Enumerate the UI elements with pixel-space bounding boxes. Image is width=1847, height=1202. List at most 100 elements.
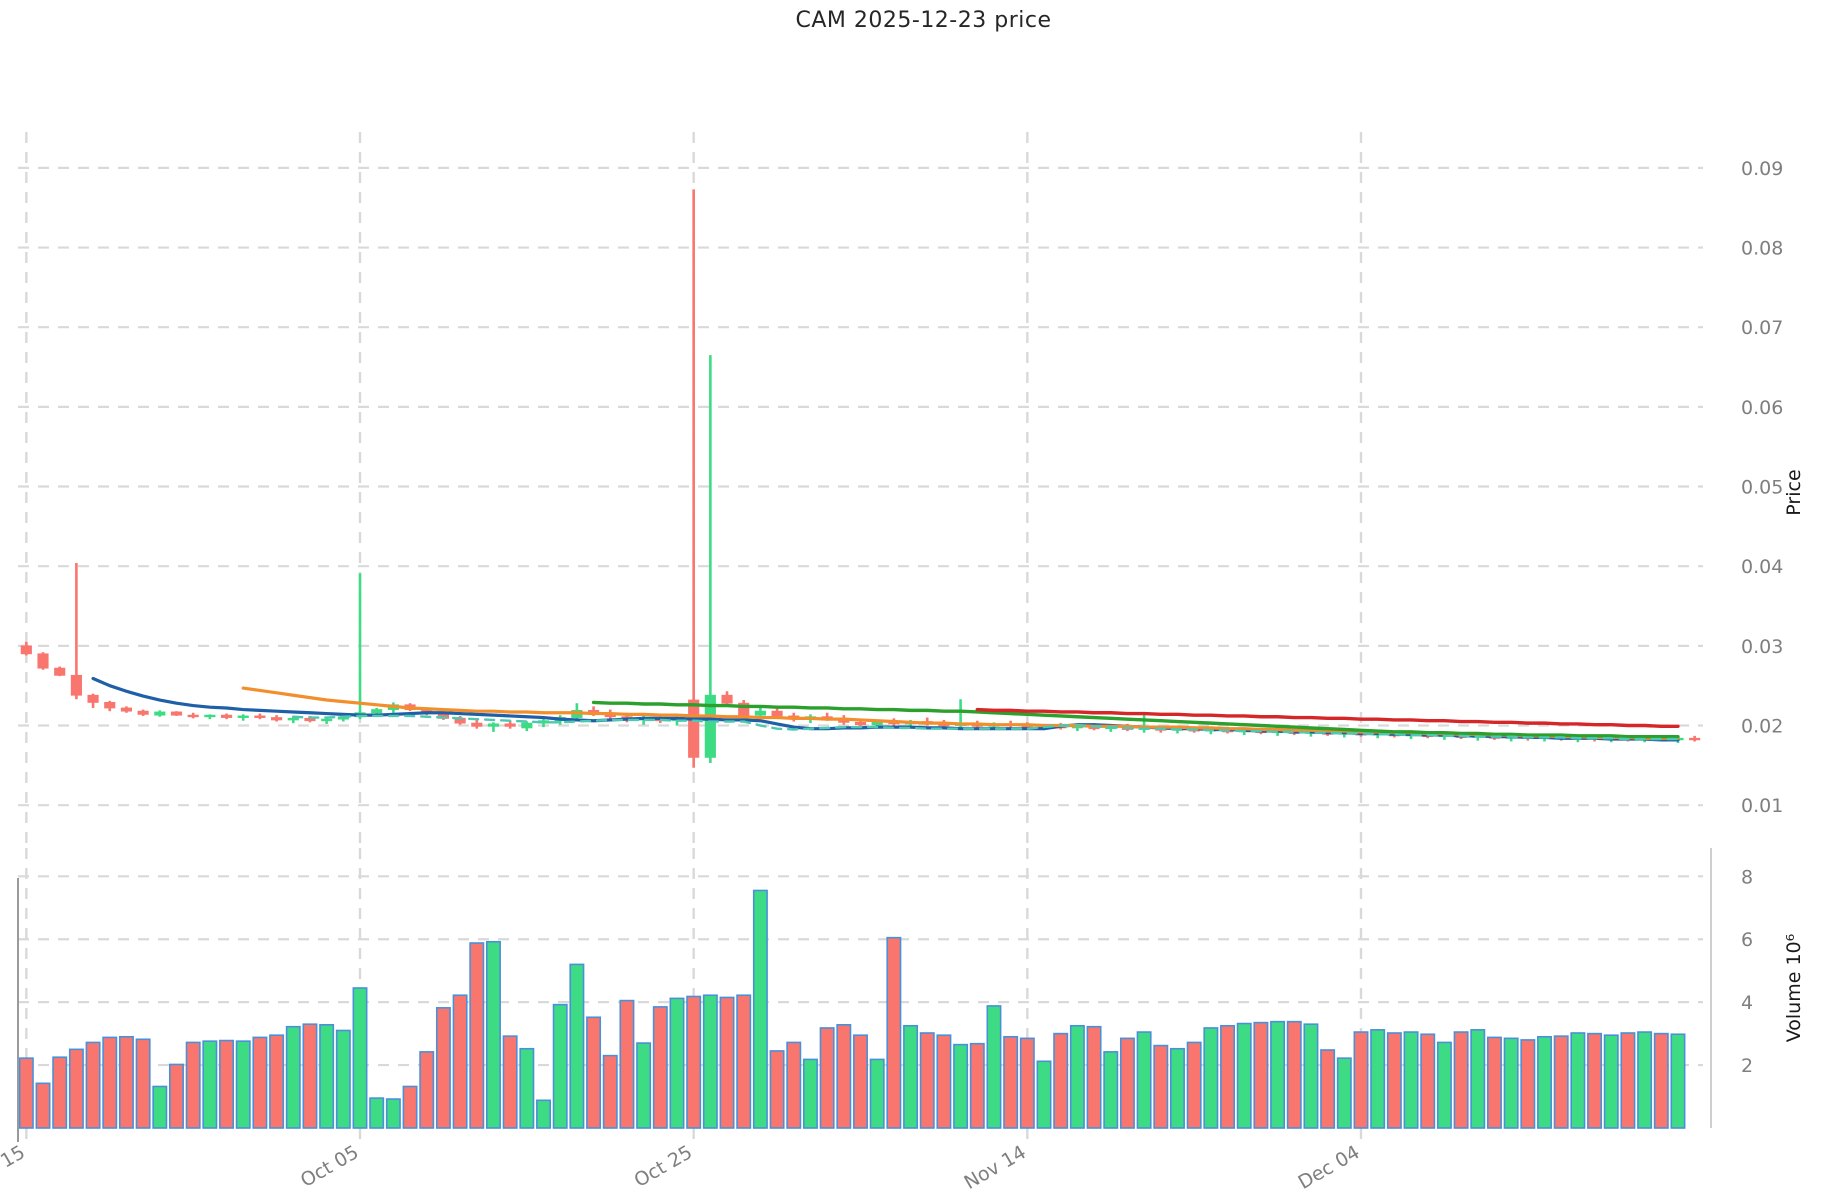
volume-bar: [752, 889, 768, 1129]
volume-bar: [485, 940, 501, 1129]
volume-bar: [1353, 1031, 1369, 1129]
volume-bar: [402, 1085, 418, 1129]
volume-bar: [1653, 1032, 1669, 1129]
candle-body: [471, 722, 483, 727]
volume-bar: [519, 1047, 535, 1129]
volume-bar: [52, 1056, 68, 1129]
candle-body: [371, 709, 383, 714]
candle-body: [20, 645, 32, 655]
volume-bar: [152, 1085, 168, 1129]
price-tick-label: 0.05: [1741, 477, 1783, 499]
candle-body: [271, 717, 283, 721]
volume-bar: [819, 1027, 835, 1129]
price-tick-label: 0.09: [1741, 158, 1783, 180]
volume-bar: [352, 987, 368, 1129]
volume-bar: [1370, 1029, 1386, 1129]
volume-tick-label: 4: [1741, 992, 1753, 1014]
candle-body: [504, 723, 516, 727]
volume-bar: [1570, 1032, 1586, 1129]
price-tick-labels: 0.09 0.08 0.07 0.06 0.05 0.04 0.03 0.02 0.01: [1741, 158, 1783, 817]
price-axis-title: Price: [1783, 469, 1805, 515]
volume-bar: [1153, 1044, 1169, 1129]
volume-bar: [1520, 1039, 1536, 1129]
volume-bar: [1486, 1036, 1502, 1129]
volume-bar: [569, 963, 585, 1129]
x-tick-label: Nov 14: [961, 1141, 1030, 1194]
price-tick-label: 0.02: [1741, 716, 1783, 738]
volume-bar: [886, 936, 902, 1129]
volume-bar: [736, 994, 752, 1129]
volume-bar: [786, 1041, 802, 1129]
volume-bar: [135, 1038, 151, 1129]
volume-bar: [836, 1024, 852, 1129]
volume-bar: [552, 1003, 568, 1129]
volume-bar: [1203, 1027, 1219, 1129]
volume-bar: [385, 1098, 401, 1129]
candlestick-series: [20, 189, 1701, 768]
volume-bar: [469, 942, 485, 1129]
volume-bar: [586, 1016, 602, 1129]
volume-bar: [1420, 1033, 1436, 1129]
candle-body: [170, 711, 183, 716]
volume-bar: [18, 1057, 34, 1129]
volume-bar: [903, 1024, 919, 1129]
candle-body: [237, 715, 249, 718]
price-tick-label: 0.08: [1741, 238, 1783, 260]
price-tick-label: 0.01: [1741, 795, 1783, 817]
volume-bar: [802, 1058, 818, 1129]
volume-bar: [235, 1040, 251, 1129]
overlay-ma-cyan-dashed: [292, 714, 1680, 741]
volume-bar: [1019, 1037, 1035, 1129]
candle-body: [704, 694, 716, 758]
volume-bar: [1603, 1034, 1619, 1129]
volume-bar: [686, 995, 702, 1129]
candle-body: [54, 667, 66, 676]
candle-body: [70, 674, 82, 696]
volume-bar: [702, 994, 718, 1129]
volume-bar: [986, 1005, 1002, 1129]
volume-bar: [1453, 1031, 1469, 1129]
volume-bar: [1170, 1047, 1185, 1129]
volume-bar: [435, 1007, 451, 1129]
volume-bar: [853, 1034, 868, 1129]
volume-bar: [35, 1082, 51, 1129]
volume-bar: [1336, 1057, 1352, 1129]
volume-bar: [969, 1042, 985, 1129]
volume-bar: [1537, 1035, 1552, 1129]
volume-bar: [536, 1099, 551, 1129]
volume-bar: [1253, 1021, 1269, 1129]
volume-bar: [1436, 1041, 1452, 1129]
volume-bar: [719, 996, 735, 1129]
candle-body: [771, 710, 783, 717]
volume-bar: [1620, 1032, 1636, 1129]
candle-body: [487, 723, 500, 727]
volume-bar: [502, 1035, 518, 1129]
candle-body: [137, 710, 149, 715]
volume-bar: [252, 1036, 268, 1129]
volume-bar: [919, 1032, 935, 1129]
x-tick-label: Dec 04: [1294, 1141, 1363, 1194]
candle-body: [871, 721, 883, 726]
volume-bar: [636, 1042, 652, 1129]
volume-bar: [1637, 1031, 1653, 1129]
volume-bar: [369, 1097, 385, 1129]
volume-bar: [85, 1041, 101, 1129]
volume-axis-title: Volume 10⁶: [1783, 934, 1805, 1043]
candle-body: [854, 721, 867, 726]
volume-bar: [769, 1050, 785, 1129]
volume-bar: [335, 1029, 351, 1129]
volume-bar: [1553, 1035, 1569, 1129]
volume-bar: [1320, 1049, 1336, 1129]
overlay-ma-green: [591, 700, 1680, 739]
volume-bar: [1303, 1023, 1319, 1129]
volume-bar: [1003, 1035, 1019, 1129]
volume-bar: [169, 1063, 184, 1129]
volume-bar: [1086, 1025, 1102, 1129]
price-tick-label: 0.04: [1741, 556, 1783, 578]
candle-body: [521, 722, 533, 729]
volume-bar: [118, 1035, 134, 1129]
overlay-ma-red: [975, 707, 1680, 729]
x-tick-labels: Sep 15 Oct 05 Oct 25 Nov 14 Dec 04: [0, 1141, 1363, 1194]
volume-bar: [319, 1024, 335, 1129]
